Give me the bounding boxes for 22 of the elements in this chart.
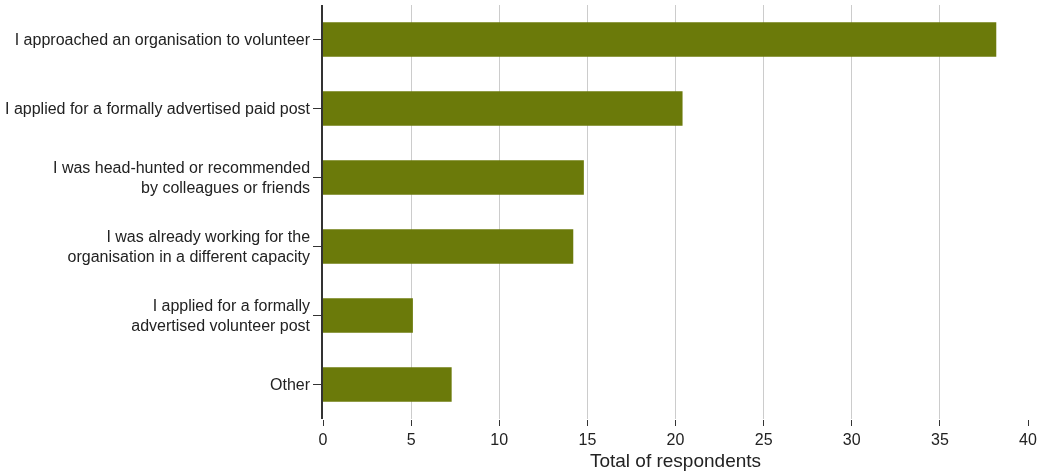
x-axis-title: Total of respondents <box>589 450 762 471</box>
y-tick-label: I was head-hunted or recommended by colleagues or friends <box>53 158 311 197</box>
y-tick-label: I approached an organisation to volunteer <box>14 31 311 49</box>
x-tick-label: 30 <box>842 431 861 449</box>
bar <box>323 229 574 264</box>
bar <box>323 160 584 195</box>
y-tick-label: I applied for a formally advertised paid post <box>4 100 311 118</box>
bar <box>323 367 452 402</box>
x-tick-label: 35 <box>930 431 949 449</box>
bar <box>323 298 413 333</box>
x-tick-label: 10 <box>490 431 509 449</box>
bar <box>323 22 997 57</box>
y-tick-label: I was already working for the organisation in a different capacity <box>67 227 311 266</box>
x-tick-label: 0 <box>318 431 328 449</box>
bar <box>323 91 683 126</box>
x-tick-label: 40 <box>1019 431 1037 449</box>
x-tick-label: 25 <box>754 431 773 449</box>
x-tick-label: 20 <box>666 431 685 449</box>
y-tick-label: I applied for a formally advertised volunteer post <box>131 296 311 335</box>
x-tick-label: 5 <box>406 431 416 449</box>
y-tick-label: Other <box>270 376 311 394</box>
x-tick-label: 15 <box>578 431 597 449</box>
